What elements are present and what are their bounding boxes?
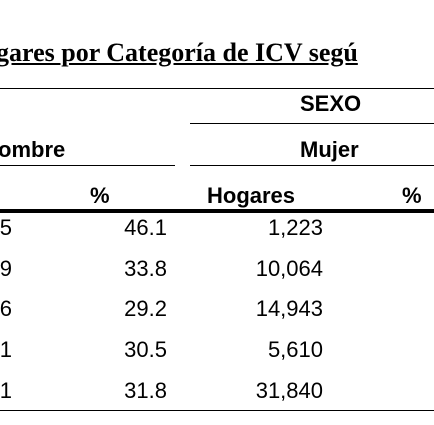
table-cell: 31,840 <box>255 377 323 403</box>
rule <box>0 88 434 89</box>
rule <box>190 123 434 124</box>
table-cell: 1 <box>0 377 12 403</box>
group-header: SEXO <box>300 91 362 116</box>
table-cell: 30.5 <box>124 337 167 363</box>
table-cell: 5 <box>0 215 12 240</box>
rule <box>0 165 175 166</box>
table-cell: 5,610 <box>267 337 323 363</box>
table-cell: 33.8 <box>124 255 167 281</box>
table-cell: 31.8 <box>124 377 167 403</box>
column-header: Hogares <box>207 183 296 208</box>
rule <box>0 209 434 213</box>
table-cell: 29.2 <box>124 296 167 322</box>
table-cell: 1 <box>0 337 12 363</box>
table-cell: 1,223 <box>267 215 323 240</box>
subheader: ombre <box>0 137 66 162</box>
table-cell: 6 <box>0 296 12 322</box>
rule <box>190 165 434 166</box>
subheader: Mujer <box>300 137 359 162</box>
table-cell: 10,064 <box>255 255 323 281</box>
table-cell: 9 <box>0 255 12 281</box>
table-title: gares por Categoría de ICV segú <box>0 38 358 67</box>
table-cell: 14,943 <box>255 296 323 322</box>
column-header: % <box>402 183 422 208</box>
column-header: % <box>90 183 110 208</box>
table-cell: 46.1 <box>124 215 167 240</box>
rule <box>0 410 434 411</box>
